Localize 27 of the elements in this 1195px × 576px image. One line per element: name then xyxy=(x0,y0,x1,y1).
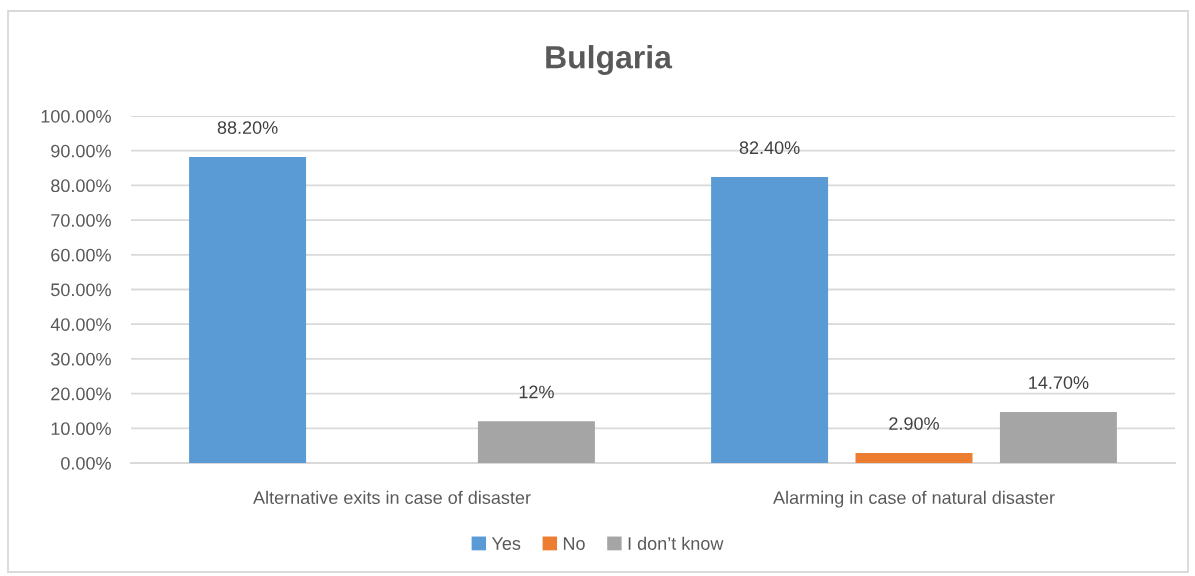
x-tick-label: Alarming in case of natural disaster xyxy=(773,490,1055,508)
legend-label: Yes xyxy=(491,537,521,550)
bar xyxy=(477,421,595,463)
data-label: 12% xyxy=(519,385,554,399)
data-label: 14.70% xyxy=(1029,376,1089,389)
bar xyxy=(189,156,307,463)
y-tick-label: 20.00% xyxy=(51,387,111,401)
y-tick-label: 90.00% xyxy=(51,144,111,158)
y-tick-label: 100.00% xyxy=(41,109,111,123)
bar xyxy=(999,411,1117,463)
y-tick-label: 30.00% xyxy=(51,352,111,366)
y-tick-label: 80.00% xyxy=(51,179,111,193)
y-tick-label: 40.00% xyxy=(50,318,111,331)
y-tick-label: 60.00% xyxy=(51,248,111,262)
y-tick-label: 10.00% xyxy=(51,422,111,436)
data-label: 88.20% xyxy=(217,121,278,134)
data-label: 82.40% xyxy=(739,141,800,155)
chart-title: Bulgaria xyxy=(546,45,673,75)
y-tick-label: 70.00% xyxy=(51,214,111,227)
data-label: 2.90% xyxy=(889,417,939,430)
legend-label: I don’t know xyxy=(628,536,724,550)
y-tick-label: 0.00% xyxy=(61,456,111,470)
bar xyxy=(711,177,829,463)
y-tick-label: 50.00% xyxy=(51,283,111,297)
x-tick-label: Alternative exits in case of disaster xyxy=(253,490,531,505)
legend-label: No xyxy=(563,537,585,550)
bar xyxy=(855,452,973,463)
